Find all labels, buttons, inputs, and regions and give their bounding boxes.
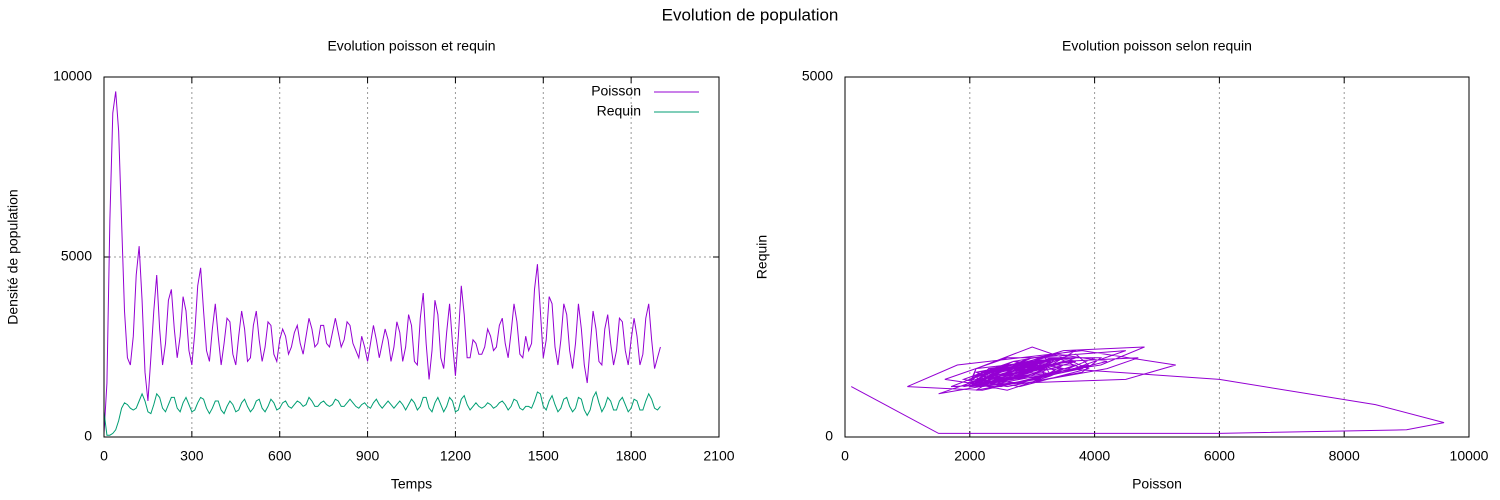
data-line <box>103 91 661 434</box>
legend-label: Requin <box>597 103 641 119</box>
y-tick-label: 5000 <box>802 68 833 84</box>
y-tick-label: 5000 <box>61 248 92 264</box>
legend-label: Poisson <box>591 83 641 99</box>
x-tick-label: 10000 <box>1450 448 1489 464</box>
x-tick-label: 300 <box>180 448 204 464</box>
x-tick-label: 1500 <box>528 448 559 464</box>
data-line <box>103 390 661 436</box>
y-tick-label: 10000 <box>53 68 92 84</box>
x-tick-label: 1800 <box>616 448 647 464</box>
chart-title: Evolution poisson selon requin <box>1062 38 1252 54</box>
x-tick-label: 8000 <box>1329 448 1360 464</box>
x-axis-label: Poisson <box>1132 476 1182 492</box>
x-tick-label: 1200 <box>440 448 471 464</box>
x-tick-label: 6000 <box>1204 448 1235 464</box>
x-tick-label: 0 <box>841 448 849 464</box>
x-tick-label: 900 <box>356 448 380 464</box>
x-tick-label: 4000 <box>1079 448 1110 464</box>
figure-title: Evolution de population <box>662 5 839 24</box>
plot-frame <box>103 76 720 438</box>
x-tick-label: 2100 <box>703 448 734 464</box>
x-axis-label: Temps <box>391 476 432 492</box>
data-line <box>851 346 1445 434</box>
chart-title: Evolution poisson et requin <box>327 38 495 54</box>
x-tick-label: 0 <box>100 448 108 464</box>
y-tick-label: 0 <box>84 428 92 444</box>
plot-frame <box>844 76 1470 438</box>
x-tick-label: 2000 <box>954 448 985 464</box>
y-tick-label: 0 <box>825 428 833 444</box>
y-axis-label: Densité de population <box>5 189 21 324</box>
x-tick-label: 600 <box>268 448 292 464</box>
y-axis-label: Requin <box>754 235 770 279</box>
